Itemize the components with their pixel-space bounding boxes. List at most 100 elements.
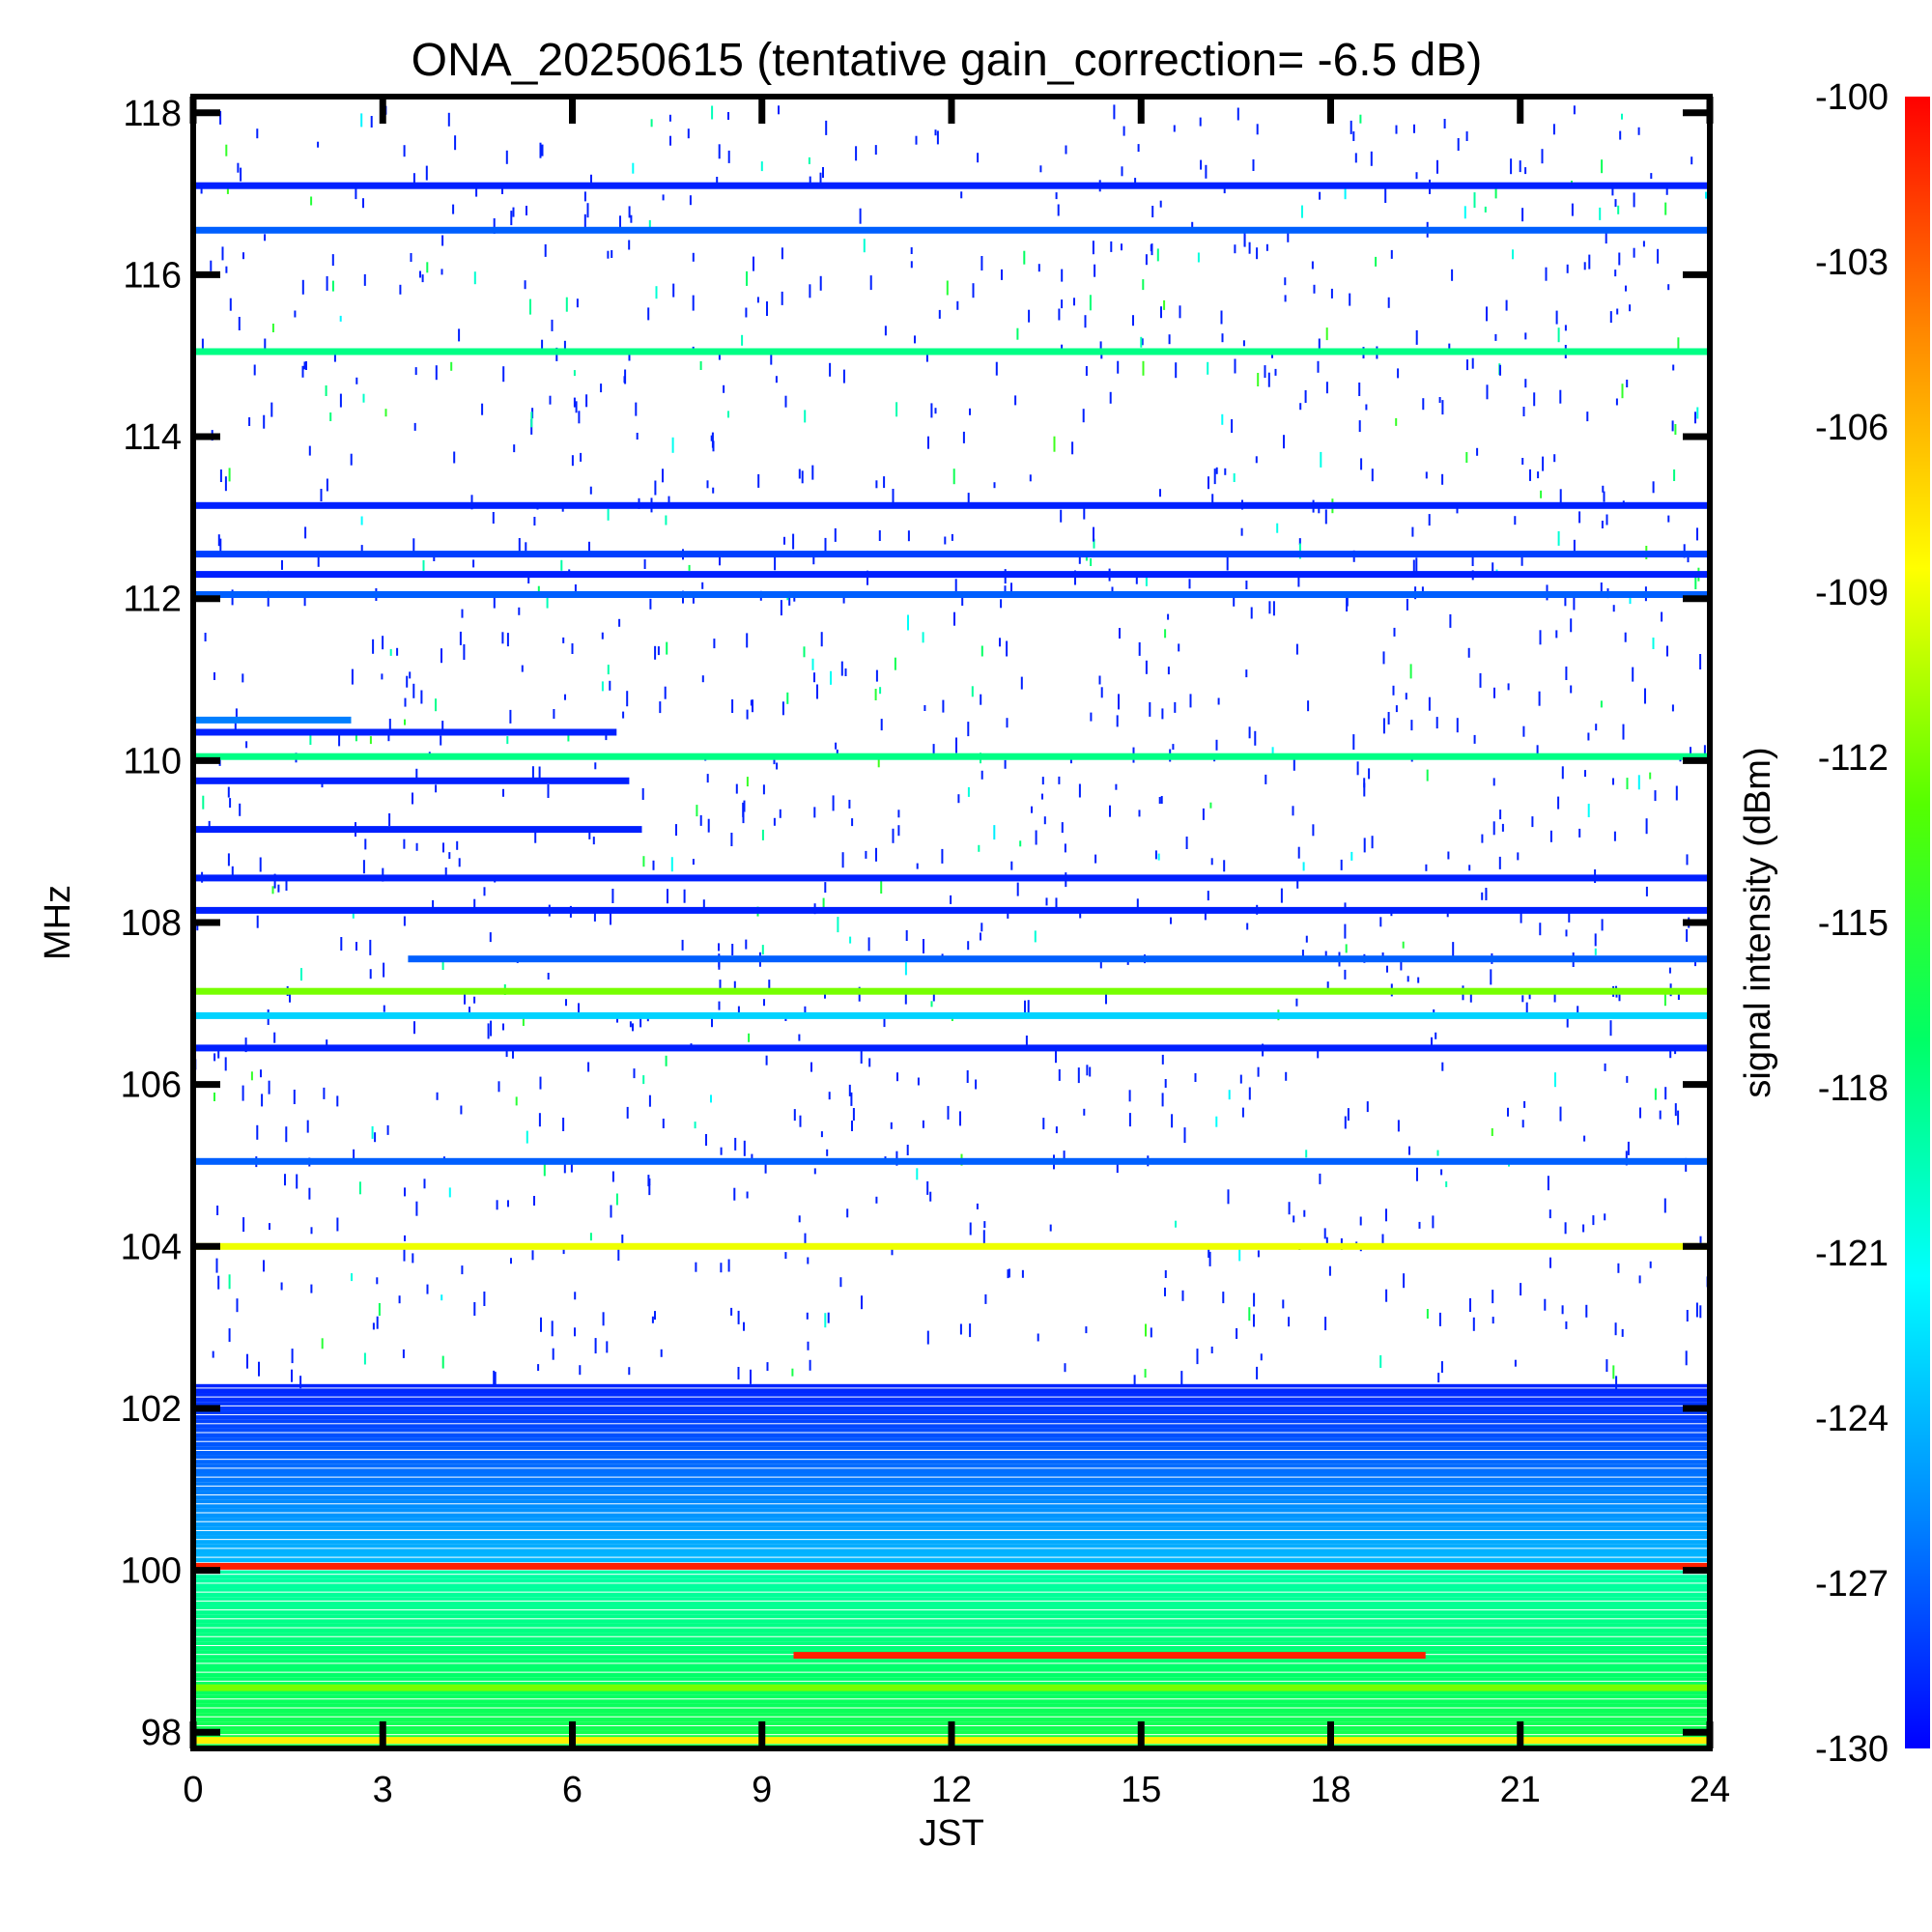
noise-speck xyxy=(1324,951,1327,959)
region-strip xyxy=(193,1486,1710,1492)
noise-speck xyxy=(1440,1169,1443,1176)
noise-speck xyxy=(1649,1261,1652,1268)
noise-speck xyxy=(412,683,415,698)
signal-band xyxy=(193,226,1710,234)
y-tick-label: 110 xyxy=(123,741,182,781)
noise-speck xyxy=(1554,1072,1556,1088)
noise-speck xyxy=(419,270,421,278)
noise-speck xyxy=(1561,1305,1564,1315)
noise-speck xyxy=(804,410,807,423)
noise-speck xyxy=(765,1055,768,1065)
noise-speck xyxy=(647,1175,650,1187)
noise-speck xyxy=(1371,836,1374,849)
noise-speck xyxy=(1540,490,1543,498)
noise-speck xyxy=(586,203,589,218)
noise-speck xyxy=(956,300,959,310)
noise-speck xyxy=(839,1277,842,1288)
noise-speck xyxy=(1561,766,1564,780)
noise-speck xyxy=(1669,1049,1672,1059)
noise-speck xyxy=(1663,1198,1666,1213)
noise-speck xyxy=(1492,1317,1494,1324)
noise-speck xyxy=(874,689,877,700)
noise-speck xyxy=(1685,1350,1688,1366)
y-tick-label: 106 xyxy=(121,1065,182,1106)
y-tick-label: 102 xyxy=(121,1389,182,1430)
noise-speck xyxy=(1280,888,1283,903)
noise-speck xyxy=(1008,1268,1010,1278)
noise-speck xyxy=(326,478,328,492)
noise-speck xyxy=(681,939,684,951)
noise-speck xyxy=(657,646,660,656)
noise-speck xyxy=(280,1282,283,1291)
noise-speck xyxy=(1345,944,1348,953)
noise-speck xyxy=(423,1179,426,1189)
noise-speck xyxy=(518,538,521,552)
noise-speck xyxy=(1164,1079,1167,1088)
noise-speck xyxy=(1520,1283,1522,1296)
noise-speck xyxy=(263,1260,265,1272)
noise-speck xyxy=(742,802,745,817)
noise-speck xyxy=(774,556,777,571)
noise-speck xyxy=(317,553,320,567)
noise-speck xyxy=(404,719,406,725)
noise-speck xyxy=(606,1341,609,1353)
noise-speck xyxy=(651,1316,654,1323)
noise-speck xyxy=(1301,205,1303,218)
noise-speck xyxy=(351,1273,353,1282)
noise-speck xyxy=(883,1012,886,1028)
noise-speck xyxy=(1007,1269,1009,1279)
noise-speck xyxy=(409,671,412,679)
noise-speck xyxy=(1098,675,1101,685)
noise-speck xyxy=(975,1079,978,1090)
noise-speck xyxy=(602,1312,605,1326)
noise-speck xyxy=(1119,628,1121,639)
noise-speck xyxy=(583,191,586,202)
noise-speck xyxy=(1161,1093,1164,1107)
noise-speck xyxy=(737,1367,740,1379)
noise-speck xyxy=(1627,1141,1630,1155)
noise-speck xyxy=(531,1250,534,1261)
noise-speck xyxy=(1089,295,1092,311)
noise-speck xyxy=(662,1119,665,1128)
noise-speck xyxy=(896,1072,898,1082)
noise-speck xyxy=(227,786,230,798)
noise-speck xyxy=(611,250,613,258)
noise-speck xyxy=(692,859,695,866)
noise-speck xyxy=(688,564,691,571)
noise-speck xyxy=(245,741,248,749)
region-strip xyxy=(193,1588,1710,1592)
noise-speck xyxy=(1395,417,1398,426)
noise-speck xyxy=(1379,1355,1382,1368)
noise-speck xyxy=(1687,555,1690,563)
noise-speck xyxy=(454,135,457,151)
noise-speck xyxy=(835,742,838,750)
noise-speck xyxy=(1363,782,1366,797)
noise-speck xyxy=(648,1094,651,1107)
noise-speck xyxy=(1521,995,1524,1003)
noise-speck xyxy=(1271,747,1274,759)
noise-speck xyxy=(305,361,307,370)
noise-speck xyxy=(1432,1215,1435,1229)
noise-speck xyxy=(632,1023,634,1032)
noise-speck xyxy=(234,720,237,732)
noise-speck xyxy=(930,1001,933,1008)
noise-speck xyxy=(1402,941,1405,949)
noise-speck xyxy=(1624,632,1627,642)
noise-speck xyxy=(944,536,947,545)
noise-speck xyxy=(1160,796,1163,804)
noise-speck xyxy=(984,1293,987,1304)
noise-speck xyxy=(824,882,827,894)
noise-speck xyxy=(743,1140,746,1156)
noise-speck xyxy=(727,150,730,163)
noise-speck xyxy=(384,409,387,417)
noise-speck xyxy=(1326,981,1329,994)
noise-speck xyxy=(1659,1110,1662,1120)
noise-speck xyxy=(1564,1222,1567,1235)
noise-speck xyxy=(426,1284,429,1294)
region-strip xyxy=(193,1610,1710,1615)
noise-speck xyxy=(1090,712,1093,722)
noise-speck xyxy=(1370,151,1373,166)
noise-speck xyxy=(1465,131,1468,141)
noise-speck xyxy=(1539,923,1542,936)
noise-speck xyxy=(1654,1088,1657,1100)
